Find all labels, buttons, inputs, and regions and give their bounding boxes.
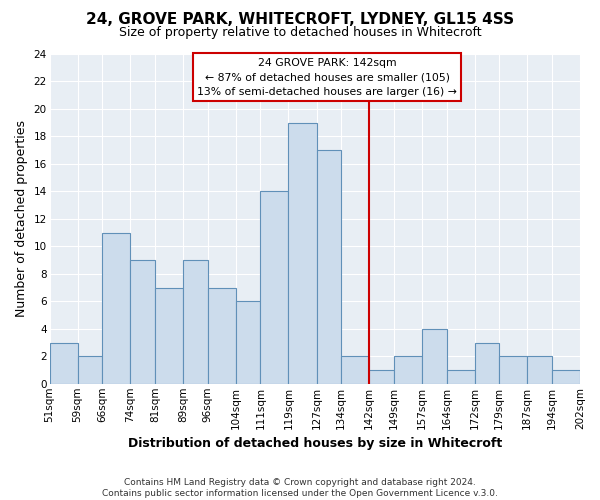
Bar [341,356,369,384]
Bar [50,342,77,384]
Bar [289,122,317,384]
X-axis label: Distribution of detached houses by size in Whitecroft: Distribution of detached houses by size … [128,437,502,450]
Bar [130,260,155,384]
Bar [208,288,236,384]
Bar [394,356,422,384]
Bar [102,232,130,384]
Text: Contains HM Land Registry data © Crown copyright and database right 2024.
Contai: Contains HM Land Registry data © Crown c… [102,478,498,498]
Bar [236,302,260,384]
Text: Size of property relative to detached houses in Whitecroft: Size of property relative to detached ho… [119,26,481,39]
Bar [183,260,208,384]
Bar [475,342,499,384]
Bar [260,192,289,384]
Y-axis label: Number of detached properties: Number of detached properties [15,120,28,318]
Bar [552,370,580,384]
Text: 24 GROVE PARK: 142sqm
← 87% of detached houses are smaller (105)
13% of semi-det: 24 GROVE PARK: 142sqm ← 87% of detached … [197,58,457,97]
Text: 24, GROVE PARK, WHITECROFT, LYDNEY, GL15 4SS: 24, GROVE PARK, WHITECROFT, LYDNEY, GL15… [86,12,514,28]
Bar [422,329,446,384]
Bar [499,356,527,384]
Bar [446,370,475,384]
Bar [77,356,102,384]
Bar [527,356,552,384]
Bar [317,150,341,384]
Bar [155,288,183,384]
Bar [369,370,394,384]
